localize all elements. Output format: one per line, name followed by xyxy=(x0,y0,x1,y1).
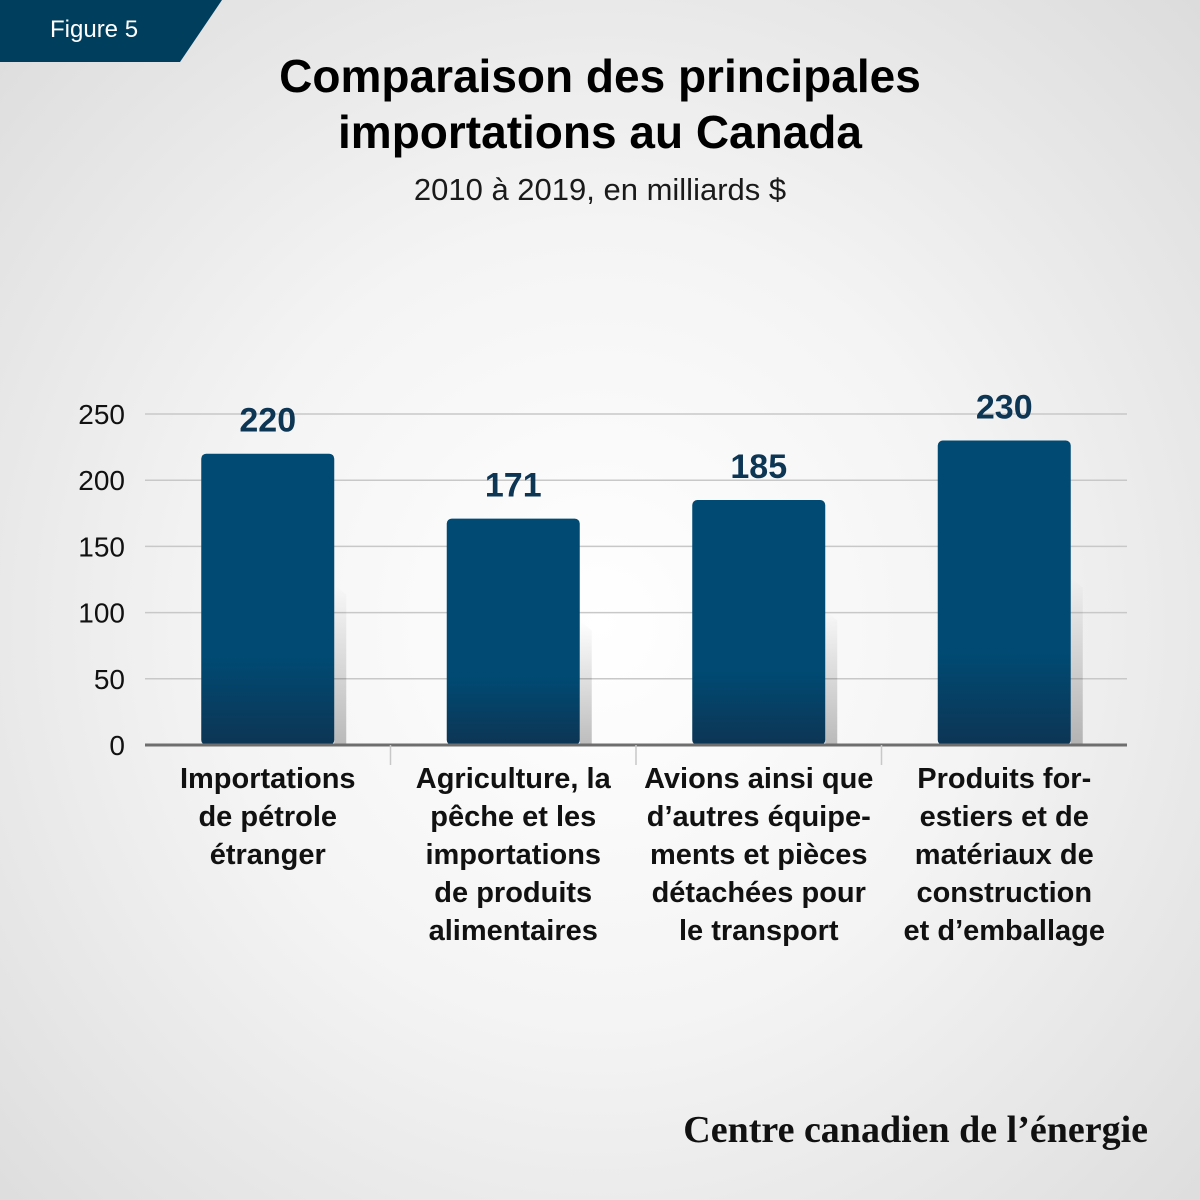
bar xyxy=(201,453,335,745)
x-category-label: Avions ainsi que d’autres équipe- ments … xyxy=(644,763,874,947)
y-tick-label: 100 xyxy=(78,598,125,629)
bar-shadow xyxy=(1070,577,1083,745)
figure-label: Figure 5 xyxy=(50,16,139,43)
chart-subtitle: 2010 à 2019, en milliards $ xyxy=(413,172,787,207)
figure-tag-shape xyxy=(0,0,222,62)
y-tick-label: 200 xyxy=(78,465,125,496)
y-tick-label: 50 xyxy=(94,664,125,695)
chart-title-text: Comparaison des principales importations… xyxy=(279,50,921,158)
y-tick-label: 250 xyxy=(78,399,125,430)
bar xyxy=(937,440,1071,745)
bar-shadow xyxy=(334,584,347,745)
bar xyxy=(692,500,826,745)
y-tick-label: 0 xyxy=(109,730,125,761)
bar xyxy=(446,518,580,745)
axis-layer: 0 50 100 150 200 250 xyxy=(78,399,1127,765)
bar-value-label: 230 xyxy=(976,388,1033,426)
x-category-label: Produits for- estiers et de matériaux de… xyxy=(903,763,1105,947)
bar-shadow xyxy=(579,620,592,745)
figure-tag: Figure 5 xyxy=(0,0,222,62)
credit-logo-text: Centre canadien de l’énergie xyxy=(683,1109,1148,1151)
bar-value-label: 185 xyxy=(730,448,787,486)
bar-value-label: 220 xyxy=(239,402,296,440)
bar-shadow xyxy=(825,610,838,745)
x-category-label: Agriculture, la pêche et les importation… xyxy=(415,763,611,947)
chart-title: Comparaison des principales importations… xyxy=(0,48,1200,160)
y-tick-label: 150 xyxy=(78,531,125,562)
x-category-label: Importations de pétrole étranger xyxy=(179,763,356,871)
bars-layer: 220 171 185 230 xyxy=(201,388,1083,745)
bar-value-label: 171 xyxy=(485,467,542,505)
